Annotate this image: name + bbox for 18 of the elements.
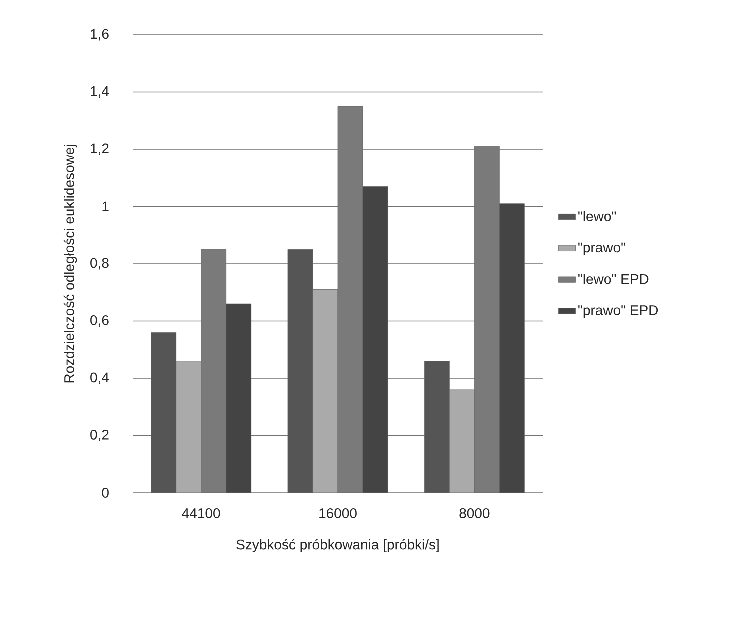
x-axis-title: Szybkość próbkowania [próbki/s] (236, 539, 439, 553)
x-tick-label: 44100 (182, 508, 220, 518)
y-tick-label: 1,2 (91, 144, 109, 156)
y-tick-label: 0,8 (90, 258, 109, 270)
y-tick-label: 0,4 (90, 372, 110, 384)
y-tick-label: 0,2 (90, 430, 109, 442)
y-axis-title: Rozdzielczość odległości euklidesowej (64, 145, 78, 383)
y-tick-label: 1,6 (91, 29, 109, 41)
legend-label: "lewo" EPD (578, 274, 649, 284)
x-tick-label: 16000 (320, 508, 357, 518)
y-tick-label: 1 (102, 202, 109, 212)
legend-label: "prawo" EPD (578, 306, 658, 318)
y-tick-label: 1,4 (91, 86, 110, 98)
y-tick-label: 0,6 (90, 315, 109, 328)
legend-label: "lewo" (578, 211, 616, 222)
y-tick-label: 0 (102, 488, 109, 498)
x-tick-label: 8000 (460, 508, 490, 518)
legend-label: "prawo" (578, 242, 626, 256)
